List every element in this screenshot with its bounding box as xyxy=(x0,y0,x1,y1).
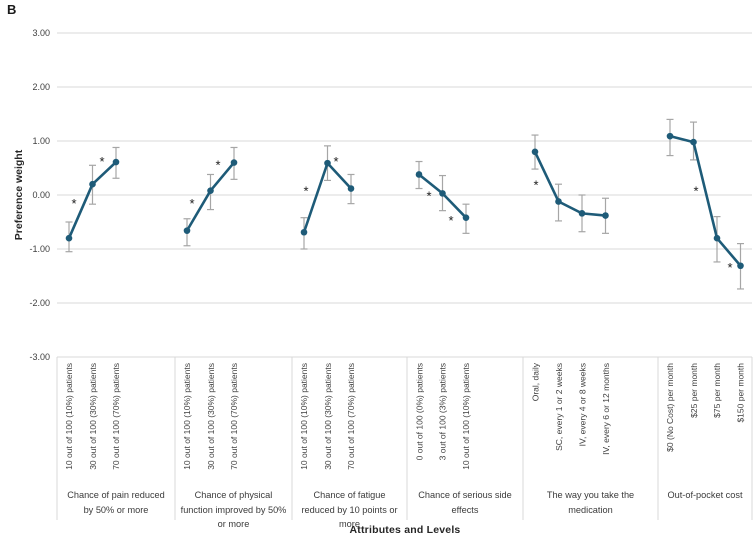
y-tick-label: -3.00 xyxy=(29,351,50,362)
significance-asterisk: * xyxy=(533,178,538,193)
data-point-marker xyxy=(230,159,238,166)
data-point-marker xyxy=(347,185,355,192)
x-tick-label: 10 out of 100 (10%) patients xyxy=(461,363,471,470)
data-point-marker xyxy=(531,148,539,156)
y-tick-label: 3.00 xyxy=(32,27,50,38)
data-point-marker xyxy=(602,212,609,219)
x-tick-label: IV, every 4 or 8 weeks xyxy=(577,363,587,447)
x-tick-label: 10 out of 100 (10%) patients xyxy=(182,363,192,470)
data-point-marker xyxy=(555,198,562,205)
data-point-marker xyxy=(462,214,470,221)
attribute-group-label: Chance of serious side effects xyxy=(418,490,512,515)
x-tick-label: Oral, daily xyxy=(530,363,540,402)
y-tick-label: 0.00 xyxy=(32,189,50,200)
significance-asterisk: * xyxy=(448,213,453,228)
data-point-marker xyxy=(737,262,744,270)
significance-asterisk: * xyxy=(333,154,338,169)
x-tick-label: 3 out of 100 (3%) patients xyxy=(437,363,448,461)
attribute-group-label: Out-of-pocket cost xyxy=(667,490,743,500)
data-point-marker xyxy=(439,190,446,197)
x-axis-title: Attributes and Levels xyxy=(349,524,461,536)
attribute-group-label: Chance of fatigue reduced by 10 points o… xyxy=(301,490,398,529)
x-tick-label: 70 out of 100 (70%) patients xyxy=(229,363,239,470)
y-tick-label: -1.00 xyxy=(29,243,50,254)
x-tick-label: 70 out of 100 (70%) patients xyxy=(346,363,356,470)
significance-asterisk: * xyxy=(426,188,431,203)
y-tick-label: -2.00 xyxy=(29,297,50,308)
data-point-marker xyxy=(324,159,331,167)
panel-label: B xyxy=(7,2,17,17)
x-tick-label: 30 out of 100 (30%) patients xyxy=(205,363,216,470)
significance-asterisk: * xyxy=(303,184,308,199)
significance-asterisk: * xyxy=(215,158,220,173)
data-point-marker xyxy=(713,234,721,242)
x-tick-label: 30 out of 100 (30%) patients xyxy=(87,363,98,470)
series-line xyxy=(668,134,742,268)
significance-asterisk: * xyxy=(727,260,732,275)
y-tick-label: 1.00 xyxy=(32,135,50,146)
x-tick-label: 30 out of 100 (30%) patients xyxy=(322,363,333,470)
x-tick-label: $150 per month xyxy=(735,363,746,423)
data-point-marker xyxy=(65,234,73,242)
data-point-marker xyxy=(112,158,120,166)
x-tick-label: 0 out of 100 (0%) patients xyxy=(414,363,424,461)
data-point-marker xyxy=(300,228,308,236)
x-tick-label: $0 (No Cost) per month xyxy=(665,363,675,452)
x-tick-label: 10 out of 100 (10%) patients xyxy=(299,363,309,470)
x-tick-label: $75 per month xyxy=(712,363,722,418)
x-tick-label: 10 out of 100 (10%) patients xyxy=(64,363,74,470)
data-point-marker xyxy=(415,171,423,178)
y-tick-label: 2.00 xyxy=(32,81,50,92)
attribute-group-label: Chance of pain reduced by 50% or more xyxy=(67,490,165,515)
data-point-marker xyxy=(89,180,96,188)
x-tick-label: $25 per month xyxy=(688,363,699,418)
attribute-group-label: Chance of physical function improved by … xyxy=(180,490,287,529)
significance-asterisk: * xyxy=(189,196,194,211)
series-line xyxy=(533,150,607,217)
x-tick-label: 70 out of 100 (70%) patients xyxy=(111,363,121,470)
data-point-marker xyxy=(666,132,674,140)
significance-asterisk: * xyxy=(99,154,104,169)
x-tick-label: SC, every 1 or 2 weeks xyxy=(553,363,564,451)
data-point-marker xyxy=(578,210,586,217)
data-point-marker xyxy=(690,138,697,146)
data-point-marker xyxy=(207,187,214,194)
significance-asterisk: * xyxy=(71,196,76,211)
x-tick-label: IV, every 6 or 12 months xyxy=(600,363,611,455)
significance-asterisk: * xyxy=(693,184,698,199)
attribute-group-label: The way you take the medication xyxy=(546,490,635,515)
data-point-marker xyxy=(183,227,191,234)
